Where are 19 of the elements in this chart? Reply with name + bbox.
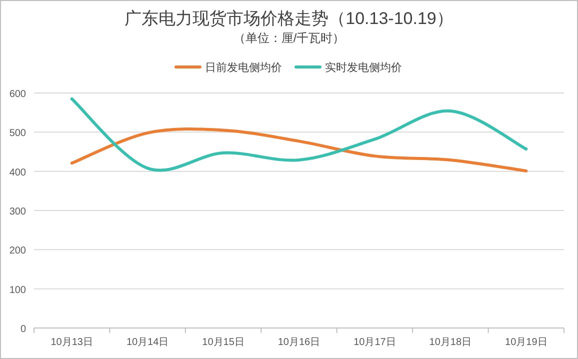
x-tick-label: 10月14日 xyxy=(126,337,169,348)
y-tick-label: 400 xyxy=(9,167,26,178)
y-tick-label: 0 xyxy=(20,324,26,335)
x-tick-label: 10月19日 xyxy=(505,337,548,348)
chart-subtitle: （单位：厘/千瓦时） xyxy=(233,31,345,45)
chart-title: 广东电力现货市场价格走势（10.13-10.19） xyxy=(124,9,454,28)
y-tick-label: 300 xyxy=(9,206,26,218)
legend-label: 实时发电侧均价 xyxy=(325,61,402,74)
y-tick-label: 600 xyxy=(9,89,26,100)
line-series xyxy=(70,128,528,172)
x-tick-label: 10月15日 xyxy=(202,337,244,348)
x-tick-label: 10月13日 xyxy=(50,337,93,348)
y-tick-label: 200 xyxy=(9,246,26,257)
y-tick-label: 500 xyxy=(9,128,26,140)
x-tick-label: 10月17日 xyxy=(354,337,396,348)
legend-label: 日前发电侧均价 xyxy=(205,61,282,74)
y-tick-label: 100 xyxy=(9,284,26,296)
x-tick-label: 10月16日 xyxy=(278,337,320,348)
x-tick-label: 10月18日 xyxy=(429,337,472,348)
